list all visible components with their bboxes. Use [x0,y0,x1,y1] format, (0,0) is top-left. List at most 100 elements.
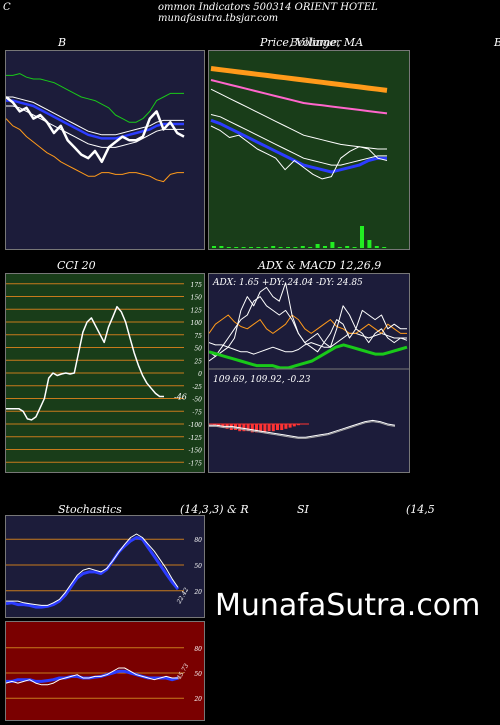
stoch-params: (14,3,3) & R [180,503,249,516]
volume-bar [293,247,298,248]
cci-tick-label: -100 [189,422,203,429]
macd-histogram-bar [250,424,254,433]
volume-bar [367,240,372,248]
cci-tick-label: 0 [198,371,202,378]
macd-signal-line [209,421,396,439]
volume-bar [382,247,387,248]
cci-last-label: -46 [174,392,187,401]
stoch-tick-label: 20 [193,589,202,596]
cci-title: CCI 20 [57,259,96,272]
cci-tick-label: 175 [191,282,203,289]
cci-tick-label: -50 [192,397,202,404]
ma-upper-line [210,88,387,150]
macd-histogram-bar [242,424,246,432]
volume-bar [352,247,357,248]
stoch-title: Stochastics [58,503,122,516]
macd-histogram-bar [292,424,296,427]
macd-histogram-bar [271,424,275,432]
stoch-panel: 80 50 20 22.42 [5,515,205,618]
rsi-tick-label: 80 [194,646,202,653]
stoch-k-line [5,536,180,609]
price-panel [208,50,410,250]
macd-histogram-bar [297,424,300,426]
cci-tick-label: 100 [191,320,203,327]
cci-tick-label: 125 [191,307,203,314]
volume-bar [308,247,313,248]
adx-macd-title: ADX & MACD 12,26,9 [258,259,382,272]
ma-long-line [210,66,388,93]
bollinger-title: B [58,36,67,49]
rsi-title: SI [297,503,309,516]
volume-bar [286,247,290,248]
volume-bar [226,247,231,248]
macd-histogram-bar [229,424,233,430]
adx-minus-di-line [208,282,407,357]
price-chart [210,66,388,248]
bb-upper-band [6,73,184,123]
macd-histogram-bar [259,424,263,433]
stoch-d-line [6,533,179,606]
header-left-char: C [3,2,11,13]
cci-tick-label: 25 [193,358,202,365]
cci-tick-label: -125 [189,435,203,442]
rsi-chart: 80 50 20 45.73 [5,646,202,703]
cci-chart: 175 150 125 100 75 50 25 0 -25 -50 -75 -100 -125 -150… [6,282,203,467]
rsi-signal-line [5,667,178,686]
bb-lower-band [5,118,184,183]
adx-line [208,332,408,355]
watermark: MunafaSutra.com [215,588,481,623]
bollinger-chart [5,73,185,183]
volume-bar [360,226,364,248]
header: C ommon Indicators 500314 ORIENT HOTEL m… [0,0,500,24]
adx-green-line [208,343,408,370]
volume-bar [271,246,276,248]
bollinger-panel [5,50,205,250]
volume-bar [323,246,327,248]
rsi-params: (14,5 [406,503,435,516]
macd-histogram-bar [276,424,279,430]
rsi-tick-label: 20 [193,696,202,703]
cci-tick-label: -25 [192,384,202,391]
macd-histogram-bar [263,424,267,433]
volume-bar [374,246,379,248]
ma-short-line [210,118,387,174]
volume-bar [345,246,350,248]
right-edge-title: B [494,36,500,49]
cci-tick-label: 50 [194,346,202,353]
price-line [210,125,388,180]
macd-histogram-bar [255,424,258,433]
volume-bar [300,246,305,248]
cci-tick-label: -75 [192,409,202,416]
volume-bar [337,247,342,248]
cci-line [6,305,164,421]
adx-plus-di-line [208,314,407,334]
bb-middle-band [6,99,184,140]
cci-tick-label: -150 [189,448,203,455]
volume-bar [241,247,246,248]
volume-bar [234,247,239,248]
price-title: Price, Volume, MA [260,36,364,49]
adx-macd-panel: ADX: 1.65 +DY: 24.04 -DY: 24.85 109.69, 1… [208,273,410,473]
adx-readout: ADX: 1.65 +DY: 24.04 -DY: 24.85 [212,278,363,288]
volume-bar [315,244,320,248]
macd-histogram-bar [288,424,292,428]
cci-tick-label: 75 [194,333,202,340]
rsi-tick-label: 50 [194,671,202,678]
bb-price-line [5,96,185,164]
macd-histogram-bar [246,424,250,432]
volume-bar [212,246,216,248]
adx-aux-line [208,296,407,362]
bb-upper-inner [6,96,184,136]
volume-bar [278,247,283,248]
stoch-tick-label: 80 [194,537,202,544]
cci-tick-label: 150 [191,295,203,302]
volume-bar [219,246,224,248]
volume-bar [263,247,268,248]
stoch-tick-label: 50 [194,563,202,570]
macd-line [209,419,396,438]
macd-histogram-bar [280,424,284,430]
cci-panel: 175 150 125 100 75 50 25 0 -25 -50 -75 -100 -125 -150… [5,273,205,473]
rsi-last-label: 45.73 [175,662,190,681]
ma-lower-line [210,114,387,166]
